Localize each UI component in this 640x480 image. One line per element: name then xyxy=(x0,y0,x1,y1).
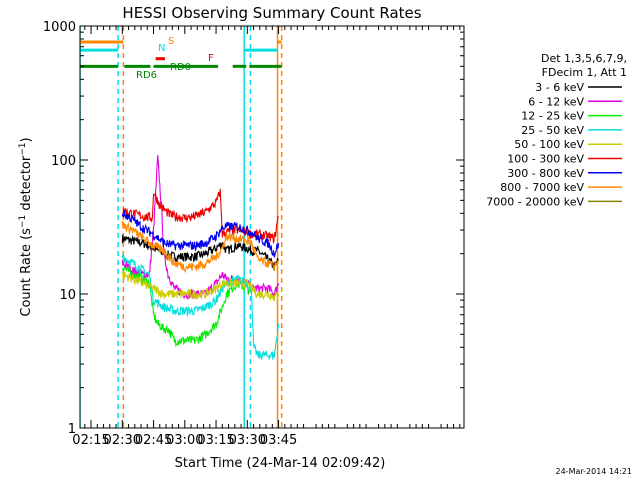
x-axis-label: Start Time (24-Mar-14 02:09:42) xyxy=(175,456,386,471)
flag-label-rd6: RD6 xyxy=(136,70,157,81)
legend-label-4: 50 - 100 keV xyxy=(514,138,584,151)
legend-title-line1: Det 1,3,5,6,7,9, xyxy=(541,52,627,65)
legend-label-5: 100 - 300 keV xyxy=(507,153,584,166)
flag-label-f: F xyxy=(208,53,214,64)
y-label-part2: detector xyxy=(19,155,34,215)
series-line-7 xyxy=(121,221,280,274)
series-line-5 xyxy=(122,188,279,245)
legend-label-6: 300 - 800 keV xyxy=(507,167,584,180)
series-line-3 xyxy=(121,254,280,361)
series-line-2 xyxy=(121,265,253,348)
y-tick-label: 1 xyxy=(68,422,76,437)
y-tick-label: 100 xyxy=(51,154,76,169)
y-axis-label: Count Rate (s−1 detector−1) xyxy=(18,137,34,316)
x-tick-label: 03:00 xyxy=(166,433,203,448)
flag-label-n: N xyxy=(158,43,165,54)
legend-label-7: 800 - 7000 keV xyxy=(500,181,584,194)
x-tick-label: 03:30 xyxy=(229,433,266,448)
x-tick-label: 02:15 xyxy=(72,433,109,448)
plot-timestamp: 24-Mar-2014 14:21 xyxy=(556,467,633,476)
y-label-part3: ) xyxy=(19,137,34,142)
legend-label-3: 25 - 50 keV xyxy=(521,124,584,137)
legend-label-1: 6 - 12 keV xyxy=(528,95,584,108)
x-tick-label: 02:45 xyxy=(135,433,172,448)
y-tick-label: 1000 xyxy=(43,20,76,35)
legend-label-0: 3 - 6 keV xyxy=(535,81,584,94)
series-group xyxy=(121,155,280,361)
y-tick-label: 10 xyxy=(59,288,76,303)
y-label-sup1: −1 xyxy=(18,215,28,228)
series-line-4 xyxy=(121,271,280,302)
flags-group: SN F RD0 RD6 xyxy=(80,36,282,81)
legend-title-line2: FDecim 1, Att 1 xyxy=(542,66,627,79)
legend-label-2: 12 - 25 keV xyxy=(521,110,584,123)
x-tick-label: 03:15 xyxy=(197,433,234,448)
series-line-0 xyxy=(121,234,279,270)
flag-label-s: S xyxy=(168,36,174,47)
y-label-sup2: −1 xyxy=(18,142,28,155)
x-tick-label: 02:30 xyxy=(104,433,141,448)
flag-label-rd0: RD0 xyxy=(170,62,191,73)
x-tick-label: 03:45 xyxy=(260,433,297,448)
legend-label-8: 7000 - 20000 keV xyxy=(486,195,584,208)
series-line-6 xyxy=(121,210,280,258)
legend: Det 1,3,5,6,7,9, FDecim 1, Att 1 3 - 6 k… xyxy=(486,52,627,208)
y-label-part1: Count Rate (s xyxy=(19,228,34,317)
chart-title: HESSI Observing Summary Count Rates xyxy=(122,4,421,22)
